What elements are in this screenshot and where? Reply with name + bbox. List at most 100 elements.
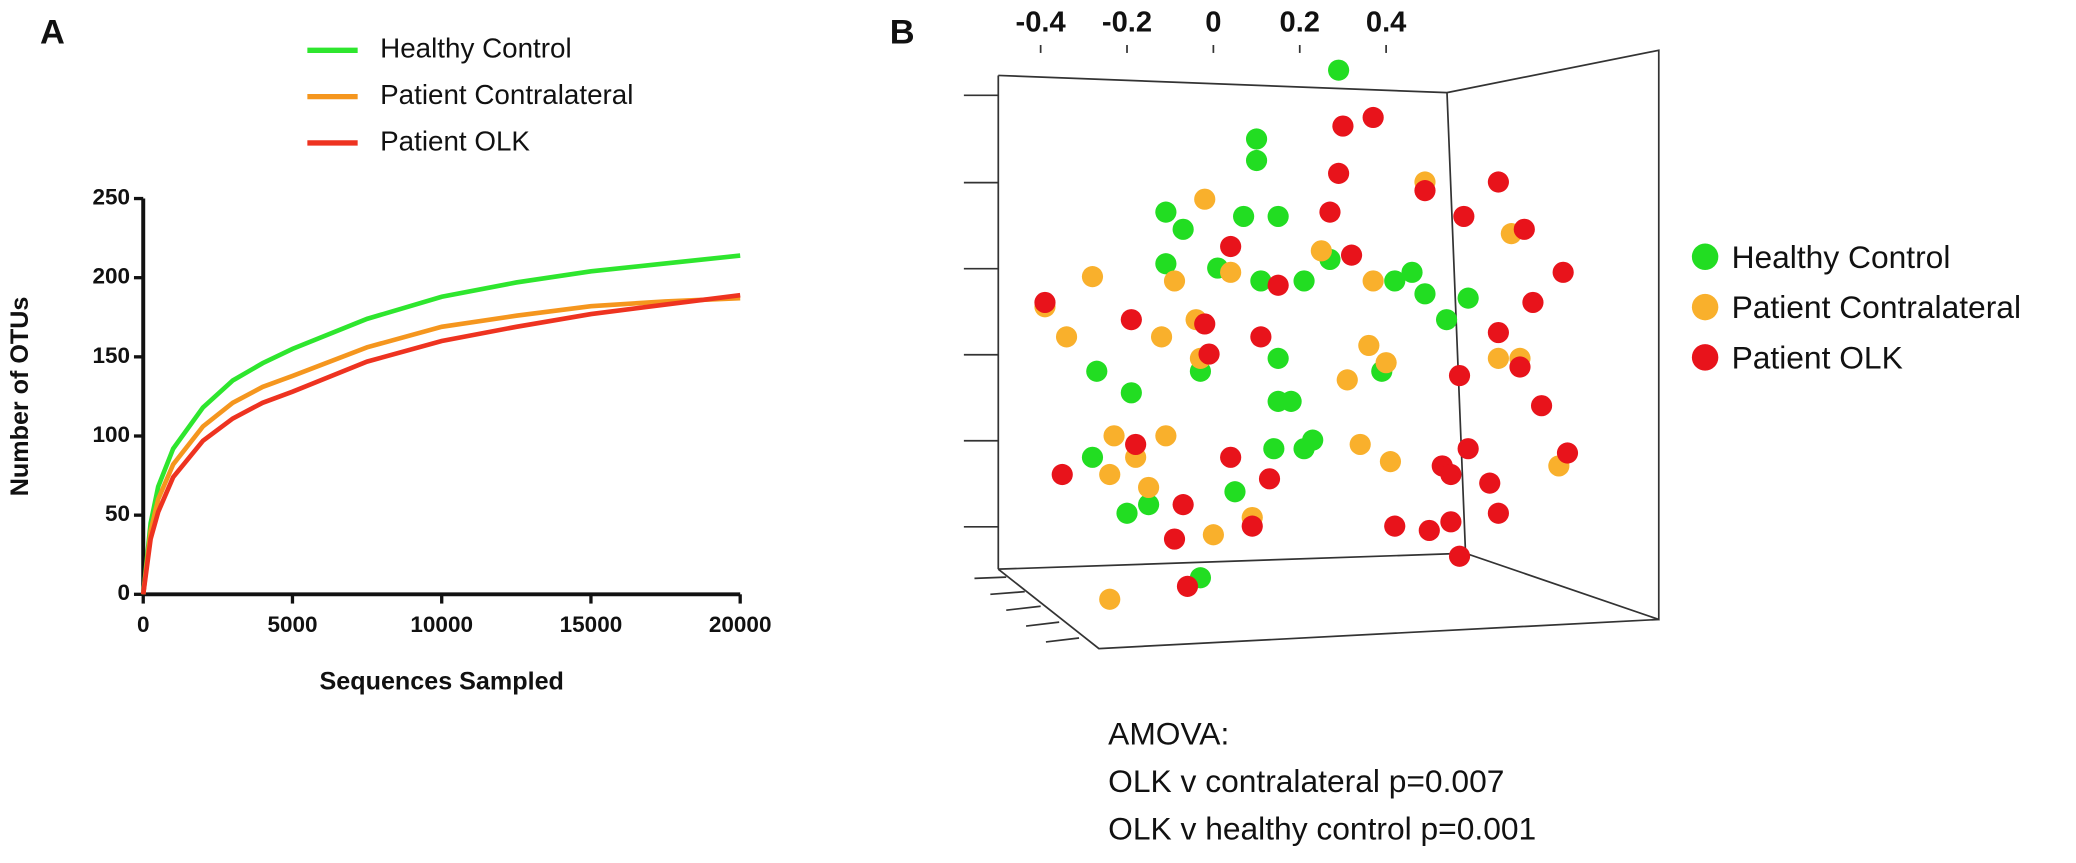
- point: [1198, 343, 1220, 365]
- point: [1241, 515, 1263, 537]
- point: [1379, 451, 1402, 473]
- annotation: OLK v healthy control p=0.001: [1108, 811, 1536, 847]
- x-tick-label: -0.4: [1016, 7, 1067, 39]
- point: [1224, 481, 1246, 503]
- point: [1319, 201, 1341, 223]
- legend-label: Patient OLK: [380, 125, 530, 156]
- y-tick-label: 100: [92, 422, 130, 447]
- point: [1220, 235, 1242, 258]
- point: [1401, 261, 1423, 283]
- point: [1513, 218, 1535, 240]
- legend-label: Patient Contralateral: [380, 79, 633, 110]
- x-tick-label: 5000: [267, 612, 317, 637]
- point: [1332, 115, 1354, 137]
- point: [1487, 321, 1509, 344]
- point: [1125, 433, 1147, 455]
- y-tick-label: 150: [92, 343, 130, 368]
- x-tick-label: -0.2: [1102, 7, 1152, 39]
- cube-frame: [963, 49, 1660, 650]
- legend-swatch: [1691, 293, 1719, 321]
- point: [1375, 352, 1397, 374]
- point: [1358, 334, 1380, 357]
- point: [1055, 326, 1078, 348]
- panel-label: B: [890, 14, 915, 52]
- point: [1487, 347, 1509, 369]
- x-tick-label: 10000: [410, 612, 473, 637]
- point: [1155, 425, 1177, 447]
- point: [1457, 287, 1479, 309]
- point: [1267, 347, 1289, 369]
- point: [1172, 494, 1194, 516]
- point: [1172, 218, 1194, 240]
- point: [1138, 476, 1160, 499]
- point: [1258, 468, 1281, 490]
- y-tick-label: 200: [92, 264, 130, 289]
- point: [1362, 270, 1384, 292]
- point: [1530, 395, 1553, 417]
- point: [1414, 283, 1436, 305]
- point: [1202, 524, 1224, 546]
- point: [1556, 442, 1579, 464]
- point: [1349, 433, 1371, 455]
- legend-label: Patient Contralateral: [1732, 289, 2021, 325]
- point: [1163, 528, 1186, 550]
- point: [1245, 128, 1268, 150]
- x-tick-label: 0: [137, 612, 150, 637]
- point: [1336, 369, 1358, 391]
- point: [1293, 270, 1315, 292]
- point: [1418, 519, 1440, 542]
- point: [1155, 253, 1177, 275]
- y-axis-label: Number of OTUs: [6, 297, 34, 497]
- point: [1440, 511, 1462, 533]
- legend-swatch: [1691, 243, 1719, 271]
- annotation: OLK v contralateral p=0.007: [1108, 763, 1504, 799]
- point: [1340, 244, 1363, 266]
- point: [1328, 59, 1350, 81]
- panel-label: A: [40, 14, 65, 52]
- x-axis-label: Sequences Sampled: [320, 668, 564, 696]
- point: [1081, 446, 1104, 468]
- point: [1522, 291, 1544, 314]
- point: [1116, 502, 1138, 524]
- point: [1267, 205, 1289, 228]
- x-tick-label: 0.4: [1366, 7, 1407, 39]
- x-tick-label: 20000: [709, 612, 772, 637]
- point: [1051, 463, 1073, 486]
- curve: [140, 253, 741, 595]
- point: [1479, 472, 1501, 494]
- point: [1099, 463, 1121, 486]
- point: [1440, 463, 1462, 486]
- point: [1220, 446, 1242, 468]
- point: [1509, 356, 1531, 378]
- point: [1328, 162, 1350, 184]
- point: [1194, 188, 1216, 210]
- x-tick-label: 0: [1205, 7, 1221, 39]
- point: [1138, 494, 1160, 516]
- point: [1453, 205, 1475, 228]
- point: [1448, 364, 1471, 387]
- point: [1280, 390, 1302, 412]
- point: [1220, 261, 1242, 283]
- point: [1267, 274, 1289, 296]
- point: [1448, 545, 1471, 567]
- point: [1250, 270, 1272, 292]
- point: [1487, 171, 1509, 193]
- point: [1120, 309, 1142, 331]
- x-tick-label: 0.2: [1280, 7, 1320, 39]
- point: [1150, 326, 1173, 348]
- point: [1414, 180, 1436, 202]
- point: [1194, 313, 1216, 335]
- point: [1103, 425, 1125, 447]
- point: [1552, 261, 1574, 283]
- y-tick-label: 250: [92, 184, 130, 209]
- curve: [140, 292, 741, 595]
- annotation: AMOVA:: [1108, 715, 1229, 751]
- point: [1086, 360, 1108, 382]
- point: [1384, 515, 1406, 537]
- point: [1233, 205, 1255, 228]
- point: [1099, 588, 1121, 610]
- point: [1362, 106, 1384, 129]
- point: [1155, 201, 1177, 223]
